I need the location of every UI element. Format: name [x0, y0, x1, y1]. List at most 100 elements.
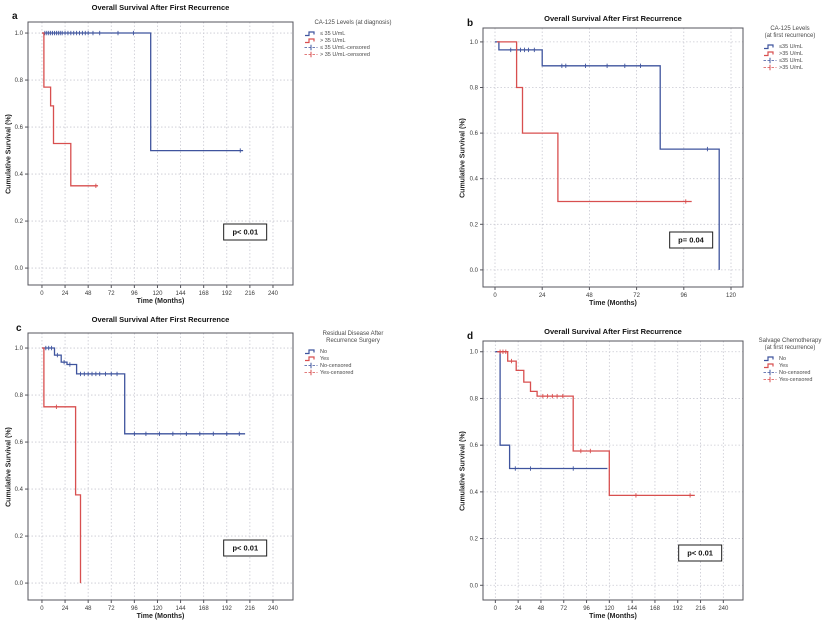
svg-text:0.4: 0.4: [15, 487, 24, 493]
x-axis-label: Time (Months): [136, 298, 185, 305]
svg-text:168: 168: [199, 606, 210, 612]
survival-curve-blue: [42, 32, 244, 152]
tick-labels: 0 24 48 72 96 120 144 168 192 216 240 0.0 0.2 0.4 0.6 0…: [15, 31, 279, 297]
legend-entry-label: Yes-censored: [779, 376, 813, 383]
step-line-marker-icon: [764, 44, 774, 50]
svg-text:192: 192: [222, 291, 233, 297]
svg-text:0.0: 0.0: [15, 266, 24, 272]
legend-entry: >35 U/mL: [755, 64, 825, 71]
plot-border: [27, 21, 294, 286]
survival-curve-red: [42, 32, 98, 187]
svg-text:48: 48: [85, 606, 92, 612]
svg-text:72: 72: [108, 606, 115, 612]
legend-entry-label: No: [779, 355, 787, 362]
panel-title: Overall Survival After First Recurrence: [544, 14, 682, 23]
step-line-marker-icon: [305, 38, 315, 44]
legend-c: Residual Disease After Recurrence Surgery…: [296, 331, 410, 376]
svg-text:48: 48: [586, 293, 593, 299]
svg-text:144: 144: [176, 606, 187, 612]
gridlines: [28, 22, 293, 285]
p-value-box: p< 0.01: [223, 223, 268, 241]
svg-text:96: 96: [680, 293, 687, 299]
x-axis-label: Time (Months): [136, 613, 185, 620]
svg-text:72: 72: [633, 293, 640, 299]
tick-marks: [25, 32, 274, 288]
legend-entry-label: >35 U/mL: [779, 50, 803, 57]
y-axis-label: Cumulative Survival (%): [459, 430, 466, 511]
x-axis-label: Time (Months): [589, 300, 637, 307]
panel-letter-b: b: [467, 18, 474, 29]
censored-plus-marker-icon: [304, 370, 318, 376]
svg-text:120: 120: [152, 606, 163, 612]
svg-text:120: 120: [726, 293, 737, 299]
survival-curve-blue: [495, 41, 720, 270]
legend-entry-label: No-censored: [779, 369, 811, 376]
km-plot-a: 0 24 48 72 96 120 144 168 192 216 240 0.0 0.2 0.4 0.6 0…: [15, 21, 294, 297]
legend-title: CA-125 Levels (at diagnosis): [314, 20, 392, 26]
svg-text:192: 192: [673, 606, 684, 612]
censored-plus-marker-icon: [304, 51, 318, 58]
legend-entry-label: > 35 U/mL: [320, 37, 346, 44]
censored-plus-marker-icon: [304, 44, 318, 51]
svg-text:0.2: 0.2: [15, 219, 24, 225]
svg-text:0.8: 0.8: [15, 393, 24, 399]
legend-a: CA-125 Levels (at diagnosis) ≤ 35 U/mL > 3…: [296, 20, 410, 58]
censor-marks-blue: [513, 466, 576, 471]
censor-marks-blue: [43, 345, 242, 437]
legend-entry: >35 U/mL: [755, 50, 825, 57]
legend-entry-label: No-censored: [320, 362, 352, 369]
legend-entry: Yes: [296, 355, 410, 362]
km-plot-b: 0 24 48 72 96 120 0.0 0.2 0.4 0.6 0.8 1.0: [470, 27, 744, 299]
censor-marks-blue: [508, 47, 710, 152]
svg-text:0.4: 0.4: [470, 177, 479, 183]
tick-labels: 0 24 48 72 96 120 0.0 0.2 0.4 0.6 0.8 1.0: [470, 40, 737, 299]
svg-text:0.4: 0.4: [470, 490, 479, 496]
svg-text:0.6: 0.6: [470, 131, 479, 137]
svg-text:72: 72: [108, 291, 115, 297]
svg-text:0.4: 0.4: [15, 172, 24, 178]
tick-marks: [480, 351, 724, 603]
legend-entry-label: ≤ 35 U/mL: [320, 30, 346, 37]
svg-text:0.2: 0.2: [470, 222, 479, 228]
legend-entry: Yes: [755, 362, 825, 369]
svg-text:0.2: 0.2: [470, 537, 479, 543]
svg-text:144: 144: [627, 606, 638, 612]
legend-entry-label: Yes: [779, 362, 788, 369]
legend-title: Salvage Chemotherapy (at first recurrence…: [758, 338, 822, 352]
tick-labels: 0 24 48 72 96 120 144 168 192 216 240 0.0 0.2 0.4 0.6 0…: [470, 350, 729, 612]
panel-letter-a: a: [12, 11, 18, 22]
censor-marks-red: [497, 349, 693, 498]
plot-border: [27, 332, 294, 601]
svg-text:24: 24: [62, 606, 69, 612]
panel-title: Overall Survival After First Recurrence: [544, 327, 682, 336]
svg-text:0.6: 0.6: [470, 443, 479, 449]
panel-d: d Overall Survival After First Recurrenc…: [413, 315, 825, 630]
legend-entry: No: [755, 355, 825, 362]
svg-text:216: 216: [245, 291, 256, 297]
panel-b: b Overall Survival After First Recurrenc…: [413, 0, 825, 315]
p-value-box: p< 0.01: [678, 544, 722, 562]
svg-text:240: 240: [718, 606, 729, 612]
step-line-marker-icon: [764, 51, 774, 57]
svg-text:96: 96: [131, 291, 138, 297]
svg-text:0.2: 0.2: [15, 534, 24, 540]
legend-d: Salvage Chemotherapy (at first recurrence…: [755, 338, 825, 383]
survival-curve-red: [42, 347, 82, 584]
gridlines: [28, 333, 293, 600]
svg-text:0.0: 0.0: [470, 583, 479, 589]
svg-text:216: 216: [696, 606, 707, 612]
svg-text:24: 24: [515, 606, 522, 612]
svg-text:1.0: 1.0: [470, 40, 479, 46]
svg-text:0.6: 0.6: [15, 125, 24, 131]
svg-text:0: 0: [40, 606, 44, 612]
legend-entry-label: Yes: [320, 355, 329, 362]
p-value-box: p< 0.01: [223, 539, 268, 557]
svg-text:240: 240: [268, 291, 279, 297]
legend-entry-label: No: [320, 348, 328, 355]
censored-plus-marker-icon: [763, 370, 777, 376]
svg-text:1.0: 1.0: [15, 31, 24, 37]
censor-marks-red: [93, 183, 99, 189]
p-value-box: p= 0.04: [669, 231, 713, 249]
svg-text:168: 168: [199, 291, 210, 297]
legend-entry: No-censored: [296, 362, 410, 369]
